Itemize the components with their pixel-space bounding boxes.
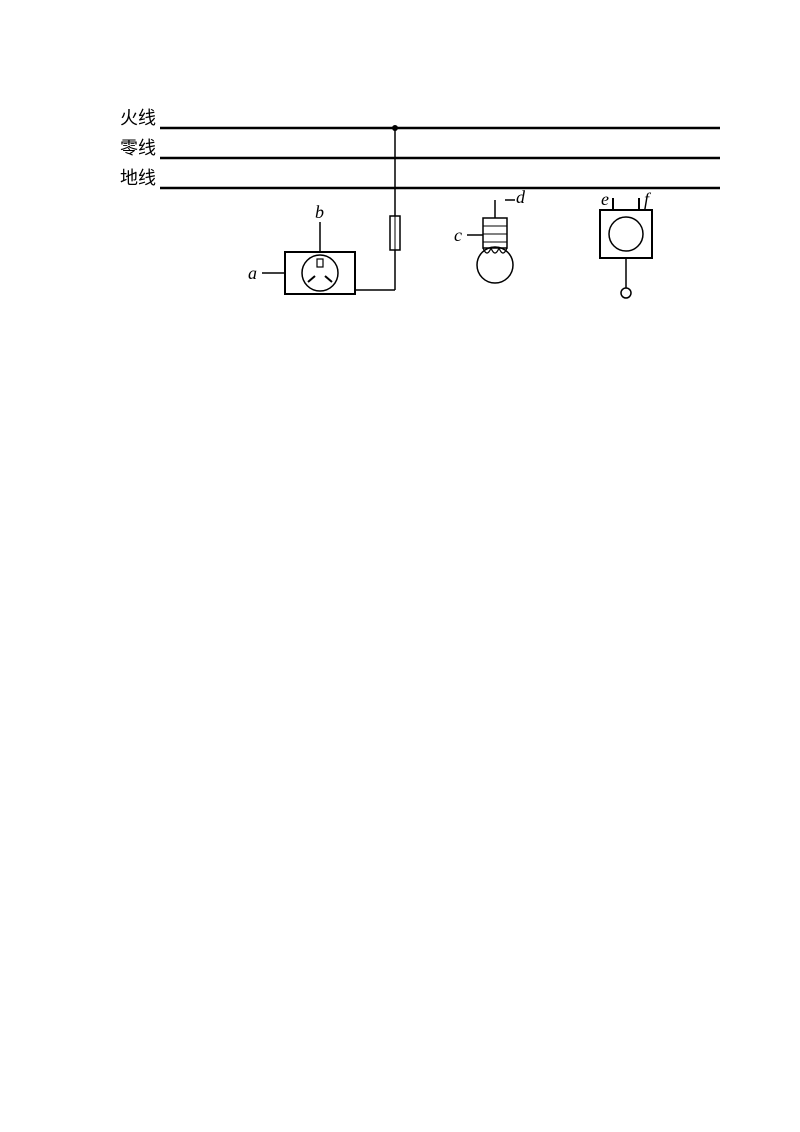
socket-pin-left — [308, 276, 315, 282]
label-c: c — [454, 225, 462, 245]
label-d: d — [516, 187, 526, 207]
live-wire-label: 火线 — [120, 108, 156, 128]
socket-pin-top — [317, 259, 323, 267]
socket-box — [285, 252, 355, 294]
label-f: f — [644, 189, 652, 209]
socket-face — [302, 255, 338, 291]
socket-pin-right — [325, 276, 332, 282]
neutral-wire-label: 零线 — [120, 138, 156, 158]
lamp-screw-box — [483, 218, 507, 248]
label-e: e — [601, 189, 609, 209]
earth-wire-label: 地线 — [120, 168, 156, 188]
label-b: b — [315, 202, 324, 222]
switch-circle — [609, 217, 643, 251]
label-a: a — [248, 263, 257, 283]
switch-pull-ring-icon — [621, 288, 631, 298]
